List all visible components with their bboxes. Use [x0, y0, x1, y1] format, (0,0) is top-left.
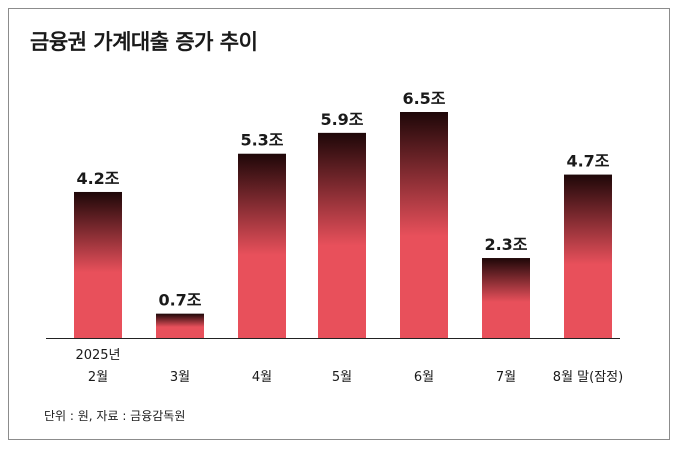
chart-title: 금융권 가계대출 증가 추이	[30, 30, 258, 54]
data-label-3: 5.3조	[240, 131, 283, 150]
data-label-2: 0.7조	[158, 291, 201, 310]
bar-6	[482, 258, 530, 338]
bar-2	[156, 313, 204, 338]
x-tick-labels-group: 2025년 2월 3월 4월 5월 6월 7월 8월 말(잠정)	[75, 348, 623, 385]
data-label-1: 4.2조	[76, 169, 119, 188]
x-tick-label-6: 7월	[496, 370, 516, 385]
x-tick-label-4: 5월	[332, 370, 352, 385]
x-tick-label-2: 3월	[170, 370, 190, 385]
x-tick-label-7: 8월 말(잠정)	[553, 370, 623, 385]
bars-group	[74, 112, 612, 338]
bar-1	[74, 191, 122, 338]
value-labels-group: 4.2조 0.7조 5.3조 5.9조 6.5조 2.3조 4.7조	[76, 89, 609, 310]
data-label-6: 2.3조	[484, 235, 527, 254]
data-label-7: 4.7조	[566, 152, 609, 171]
bar-4	[318, 132, 366, 338]
x-tick-label-1: 2025년 2월	[75, 348, 120, 385]
x-tick-label-5: 6월	[414, 370, 434, 385]
data-label-4: 5.9조	[320, 110, 363, 129]
bar-5	[400, 112, 448, 338]
bar-7	[564, 174, 612, 338]
x-tick-label-3: 4월	[252, 370, 272, 385]
source-note: 단위 : 원, 자료 : 금융감독원	[44, 409, 186, 423]
data-label-5: 6.5조	[402, 89, 445, 108]
bar-3	[238, 153, 286, 338]
